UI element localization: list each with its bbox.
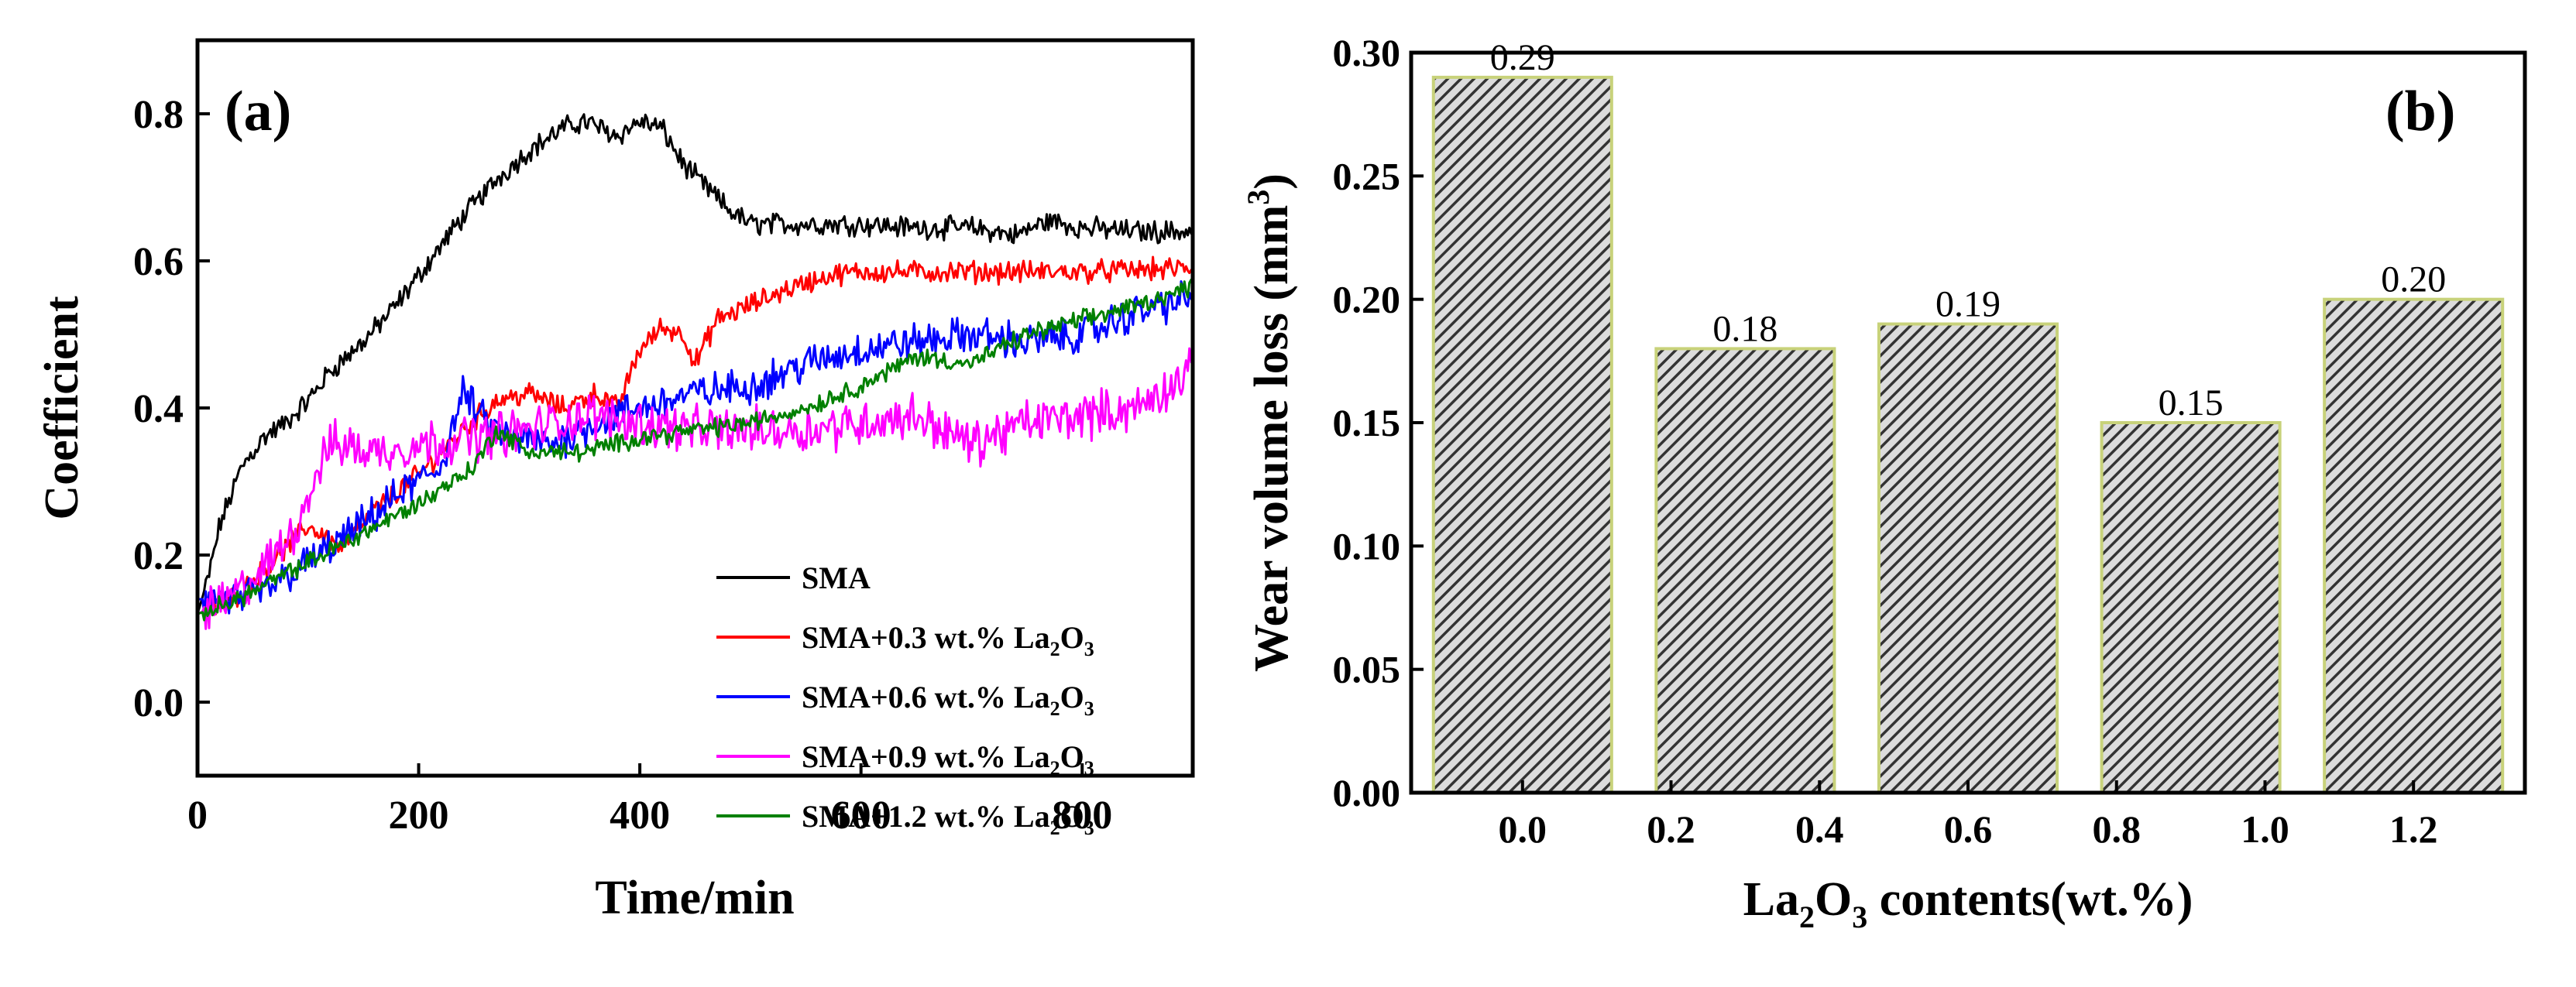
bar-value-label: 0.19 [1935,284,2001,325]
y-tick-label-b: 0.15 [1333,401,1401,444]
series-line [197,255,1193,702]
bar-value-label: 0.15 [2159,382,2224,423]
x-tick-label-b: 0.0 [1499,807,1547,851]
y-tick-label-b: 0.05 [1333,648,1401,691]
wear-volume-bar-chart: 0.29 0.18 0.19 0.15 0.20 0.0 0.2 0.4 0.6 0.8 1.0 1… [1241,31,2527,934]
y-tick-label-b: 0.10 [1333,524,1401,567]
y-tick-label-a: 0.6 [133,240,184,284]
legend-entry: SMA+0.3 wt.% La2O3 [802,620,1094,660]
bar-value-label: 0.20 [2381,259,2446,300]
bar [1654,347,1836,794]
x-tick-label-b: 0.8 [2092,807,2141,851]
y-tick-label-a: 0.4 [133,387,184,431]
y-tick-label-b: 0.00 [1333,771,1401,814]
y-tick-label-a: 0.8 [133,93,184,137]
x-tick-label-b: 0.2 [1647,807,1695,851]
bar-value-label: 0.18 [1712,308,1777,349]
x-tick-label-a: 0 [187,793,208,838]
bar [1877,322,2059,794]
legend-entry: SMA+0.9 wt.% La2O3 [802,739,1094,780]
bar [2100,421,2282,794]
coefficient-line-chart: 0 200 400 600 800 0.0 0.2 0.4 0.6 0.8 (a) Time/m… [36,38,1195,924]
legend-entry: SMA [802,560,871,595]
bar-value-label: 0.29 [1490,37,1555,78]
series-line [197,280,1193,702]
y-axis-label-b: Wear volume loss (mm3) [1241,173,1298,672]
x-tick-label-a: 600 [831,793,891,838]
x-tick-label-a: 800 [1052,793,1112,838]
legend-entry: SMA+0.6 wt.% La2O3 [802,680,1094,720]
x-tick-label-b: 1.2 [2389,807,2438,851]
y-axis-label-a: Coefficient [36,296,88,520]
y-tick-label-a: 0.0 [133,681,184,725]
x-axis-label-a: Time/min [595,872,794,924]
panel-label-b: (b) [2385,80,2455,143]
series-line [197,278,1193,702]
x-tick-label-a: 400 [610,793,670,838]
y-tick-label-b: 0.30 [1333,31,1401,74]
bar [2323,297,2505,794]
legend-entry: SMA+1.2 wt.% La2O3 [802,799,1094,839]
x-tick-label-b: 0.6 [1944,807,1993,851]
bar [1431,75,1613,795]
x-axis-label-b: La2O3 contents(wt.%) [1743,873,2193,934]
x-tick-label-a: 200 [389,793,449,838]
y-tick-label-a: 0.2 [133,534,184,578]
legend-a: SMA SMA+0.3 wt.% La2O3 SMA+0.6 wt.% La2O3 S… [716,560,1094,839]
x-tick-label-b: 0.4 [1795,807,1844,851]
series-line [197,347,1193,702]
y-tick-label-b: 0.25 [1333,154,1401,197]
x-tick-label-b: 1.0 [2241,807,2289,851]
panel-label-a: (a) [225,80,291,143]
y-tick-label-b: 0.20 [1333,278,1401,321]
series-line [197,113,1193,702]
